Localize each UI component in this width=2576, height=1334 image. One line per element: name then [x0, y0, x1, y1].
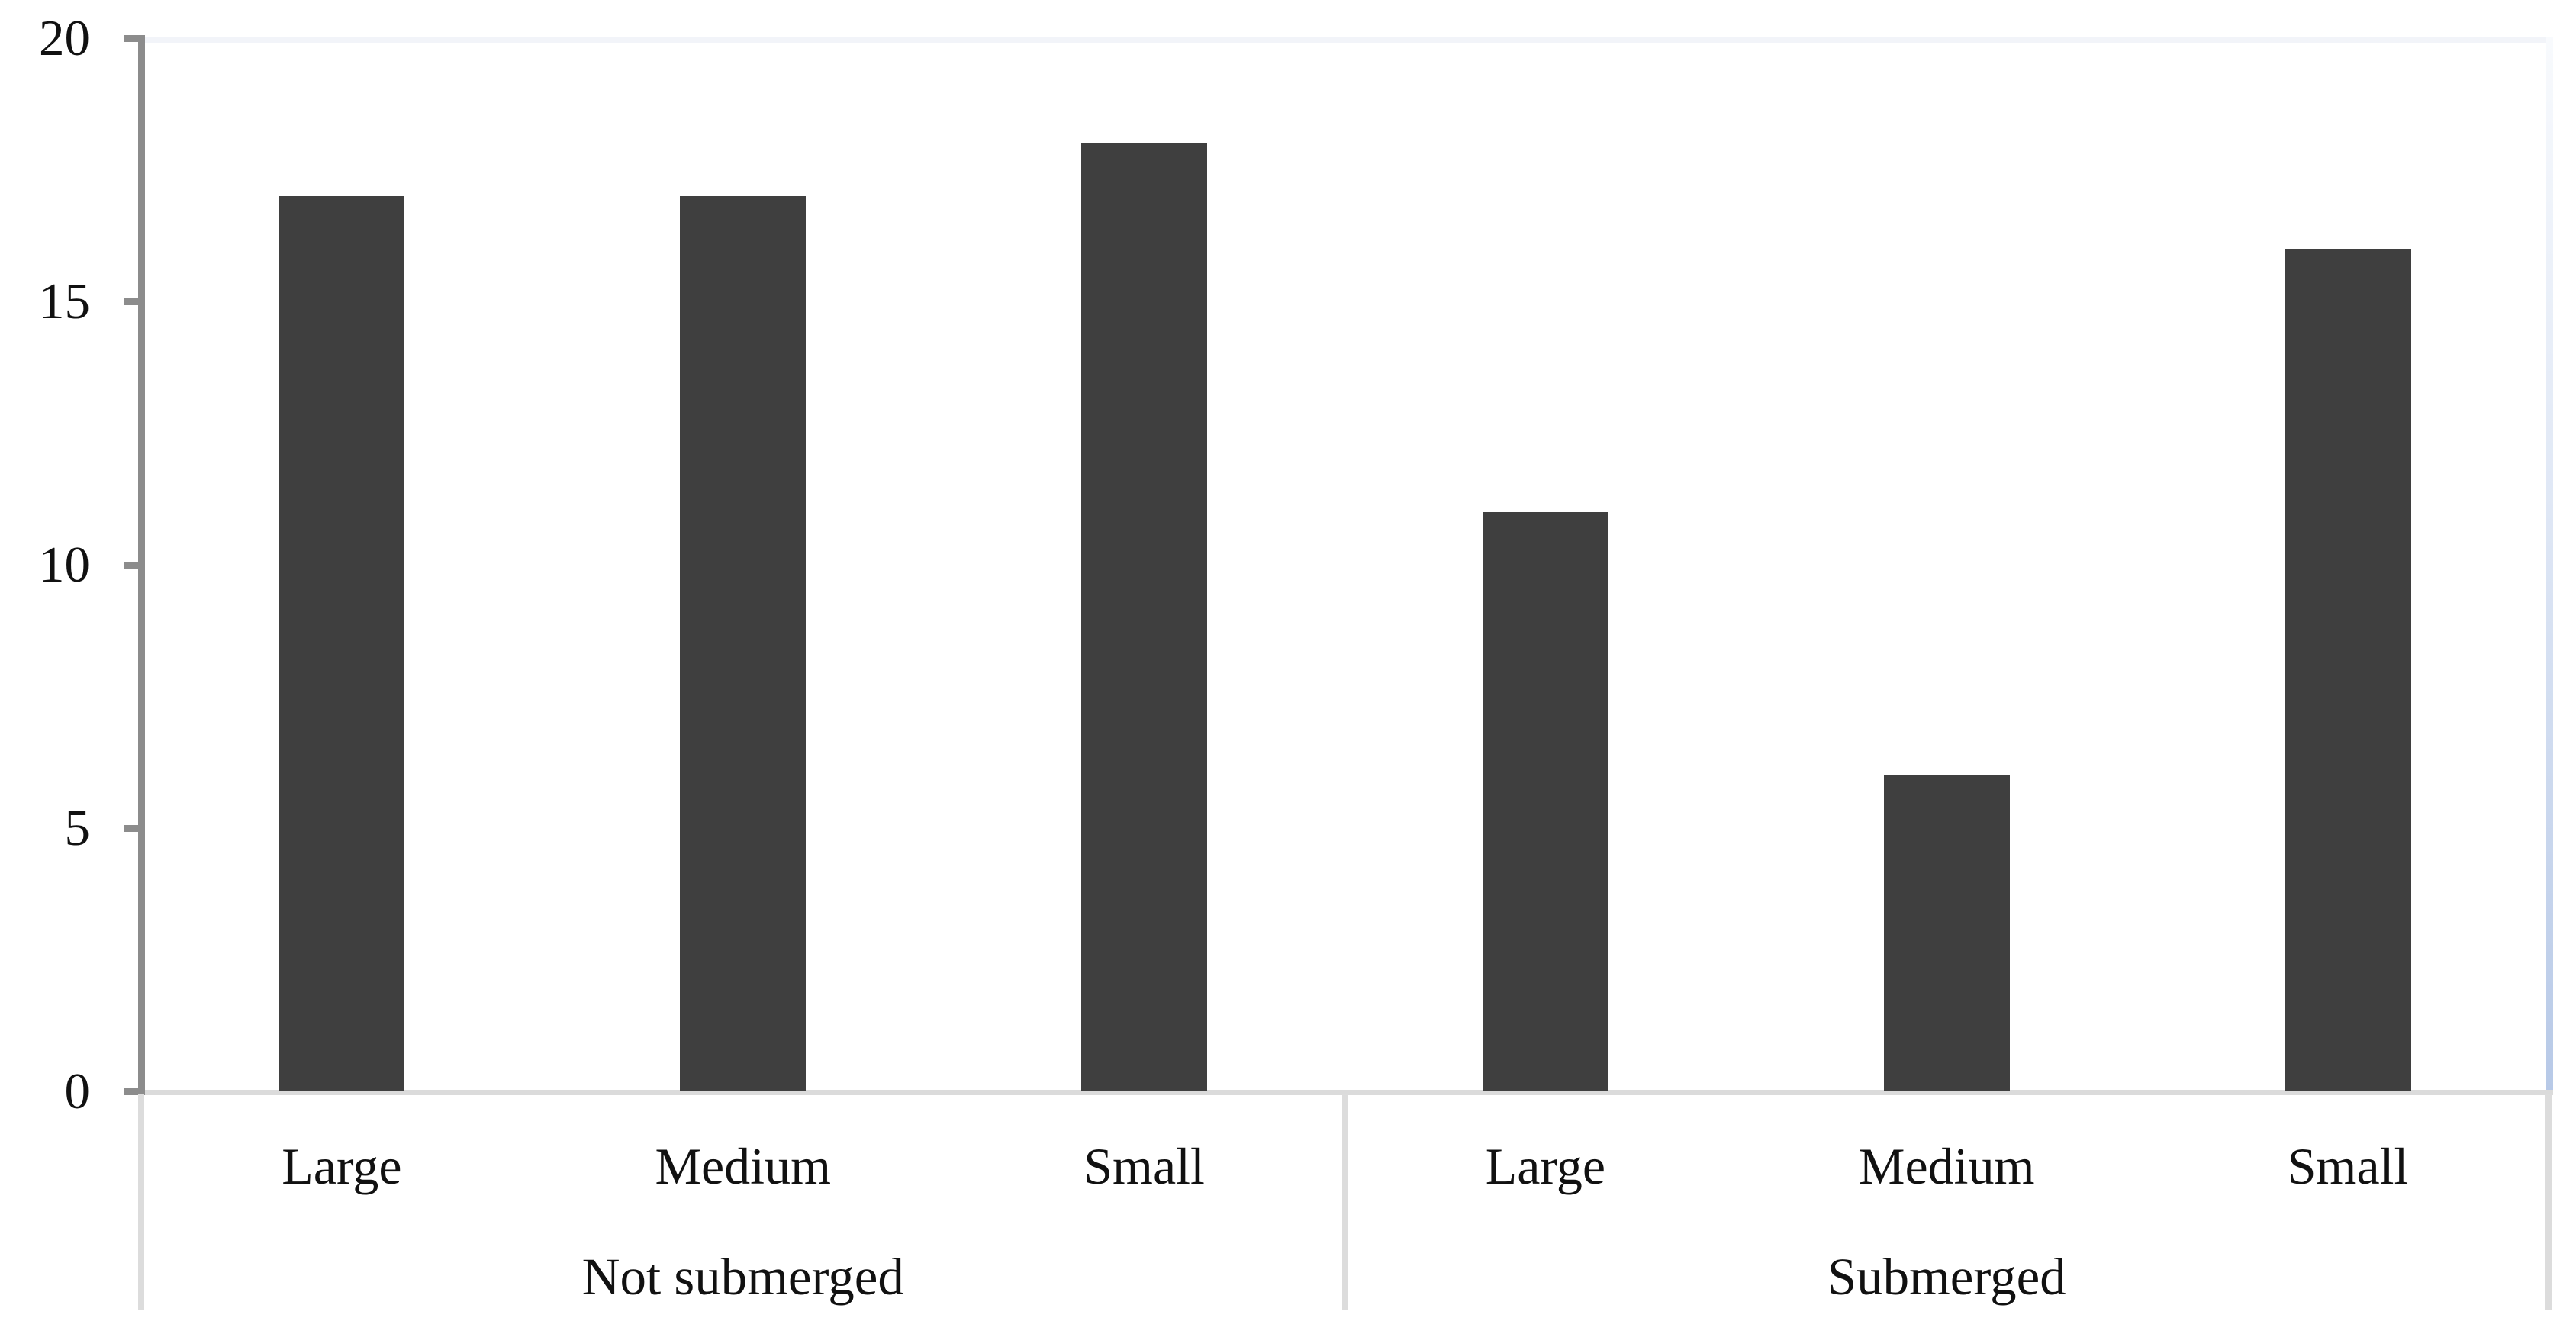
bar: [2285, 249, 2411, 1091]
group-label: Not submerged: [581, 1248, 904, 1306]
category-label: Small: [2287, 1137, 2409, 1195]
top-gridline: [145, 37, 2546, 43]
category-label: Large: [1485, 1137, 1606, 1195]
category-label: Medium: [655, 1137, 831, 1195]
y-tick-label: 20: [39, 10, 90, 66]
group-separator: [1341, 1094, 1348, 1310]
y-tick-label: 10: [39, 536, 90, 593]
y-tick: [124, 1088, 145, 1095]
category-label: Large: [282, 1137, 402, 1195]
category-label: Small: [1084, 1137, 1205, 1195]
category-label: Medium: [1859, 1137, 2035, 1195]
y-tick-label: 15: [39, 273, 90, 330]
y-tick: [124, 298, 145, 305]
bar: [1883, 775, 2010, 1091]
bar: [680, 196, 807, 1091]
bar: [1482, 512, 1608, 1091]
x-axis-baseline: [139, 1090, 2553, 1095]
bar: [279, 196, 405, 1091]
y-tick-label: 5: [64, 800, 91, 856]
y-tick: [124, 561, 145, 569]
y-tick-label: 0: [64, 1063, 91, 1120]
right-border-line: [2546, 37, 2553, 1092]
group-separator: [2545, 1094, 2552, 1310]
group-separator: [138, 1094, 144, 1310]
group-label: Submerged: [1827, 1248, 2066, 1306]
y-tick: [124, 824, 145, 832]
bar: [1081, 143, 1208, 1091]
y-tick: [124, 34, 145, 42]
